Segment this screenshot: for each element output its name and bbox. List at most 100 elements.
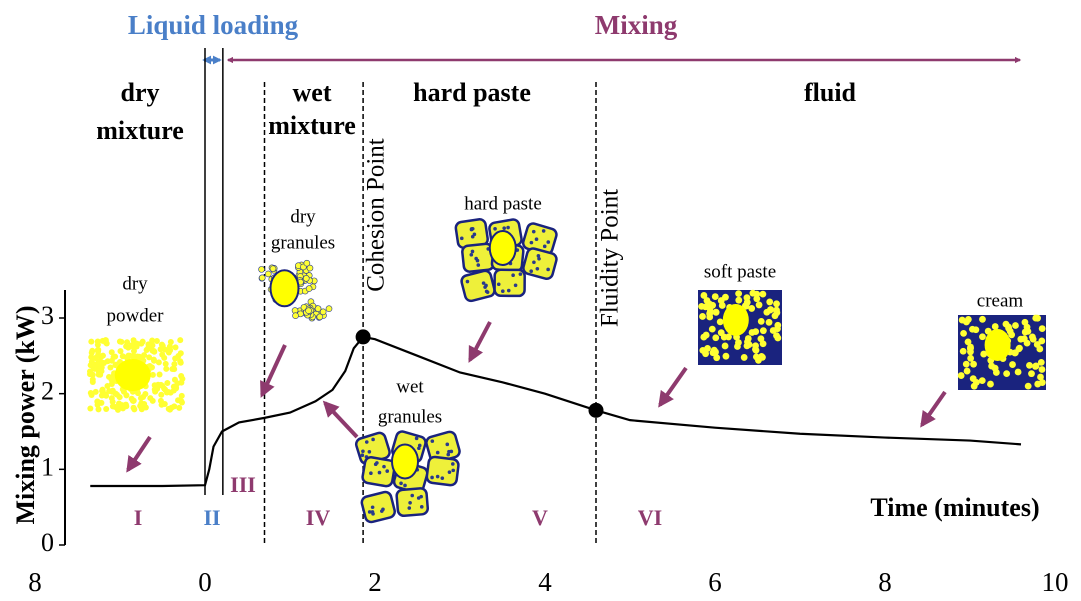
illustration-label: soft paste — [704, 261, 776, 282]
particle — [967, 344, 974, 352]
particle — [118, 338, 125, 345]
particle — [108, 376, 115, 383]
granule — [493, 268, 526, 298]
stage-label: I — [134, 505, 143, 530]
particle — [744, 335, 752, 342]
particle — [546, 240, 551, 244]
stage-label: V — [532, 505, 548, 530]
particle — [969, 325, 976, 333]
phase-label: mixture — [96, 116, 184, 145]
core — [269, 269, 300, 308]
particle — [469, 252, 474, 257]
particle — [1034, 314, 1041, 322]
particle — [178, 373, 185, 380]
particle — [175, 353, 182, 360]
particle — [166, 343, 173, 350]
particle — [403, 483, 407, 488]
particle — [481, 281, 486, 285]
particle — [167, 339, 174, 346]
particle — [1016, 344, 1023, 352]
particle — [123, 343, 130, 350]
particle — [89, 371, 96, 378]
particle — [375, 461, 379, 465]
particle — [380, 509, 384, 513]
particle — [970, 360, 977, 368]
particle — [446, 452, 451, 457]
particle — [95, 406, 102, 413]
particle — [133, 343, 140, 350]
particle — [414, 436, 419, 441]
particle — [1029, 333, 1036, 341]
particle — [702, 350, 709, 358]
particle — [319, 308, 327, 316]
particle — [360, 453, 365, 458]
x-tick-label: 8 — [878, 567, 892, 597]
particle — [370, 510, 375, 514]
particle — [709, 301, 717, 309]
x-tick-label: 10 — [1042, 567, 1069, 597]
particle — [1002, 320, 1010, 328]
particle — [87, 405, 94, 412]
illustration — [354, 430, 461, 524]
illustration — [258, 259, 333, 322]
particle — [991, 364, 999, 372]
particle — [774, 325, 781, 333]
particle — [377, 470, 382, 475]
particle — [176, 404, 183, 411]
particle — [447, 470, 452, 474]
particle — [302, 275, 310, 282]
illustration-label: hard paste — [464, 193, 542, 214]
particle — [399, 481, 403, 486]
particle — [435, 450, 440, 455]
particle — [137, 403, 144, 410]
particle — [94, 347, 101, 354]
x-axis-label: Time (minutes) — [870, 493, 1039, 522]
particle — [716, 318, 724, 326]
particle — [506, 288, 511, 293]
illustration-label: granules — [378, 406, 442, 427]
particle — [371, 437, 375, 442]
particle — [500, 289, 505, 293]
particle — [306, 264, 314, 272]
particle — [959, 347, 967, 355]
particle — [773, 306, 780, 314]
illustration — [957, 314, 1046, 390]
core — [984, 329, 1011, 361]
particle — [178, 379, 185, 386]
particle — [164, 379, 171, 386]
illustration — [698, 289, 782, 365]
particle — [88, 392, 95, 399]
key-point-label: Fluidity Point — [597, 189, 624, 327]
particle — [529, 240, 534, 245]
particle — [407, 506, 412, 510]
particle — [979, 333, 986, 341]
particle — [757, 317, 765, 325]
particle — [419, 494, 423, 499]
particle — [1038, 337, 1046, 345]
particle — [1011, 349, 1019, 357]
particle — [513, 283, 518, 288]
particle — [151, 348, 158, 355]
particle — [748, 329, 756, 336]
core — [114, 359, 151, 391]
particle — [385, 469, 390, 473]
particle — [712, 334, 720, 342]
particle — [475, 258, 480, 263]
particle — [451, 462, 455, 466]
particle — [546, 267, 550, 272]
particle — [987, 380, 994, 388]
particle — [178, 392, 185, 399]
x-tick-label: 4 — [538, 567, 552, 597]
particle — [963, 318, 970, 326]
stage-label: VI — [638, 505, 662, 530]
particle — [752, 345, 759, 353]
particle — [258, 266, 265, 273]
x-tick-label: 2 — [368, 567, 382, 597]
pointer-arrow — [658, 366, 688, 408]
particle — [449, 449, 454, 454]
particle — [476, 263, 481, 267]
particle — [470, 249, 475, 254]
particle — [99, 359, 106, 366]
particle — [969, 375, 977, 383]
